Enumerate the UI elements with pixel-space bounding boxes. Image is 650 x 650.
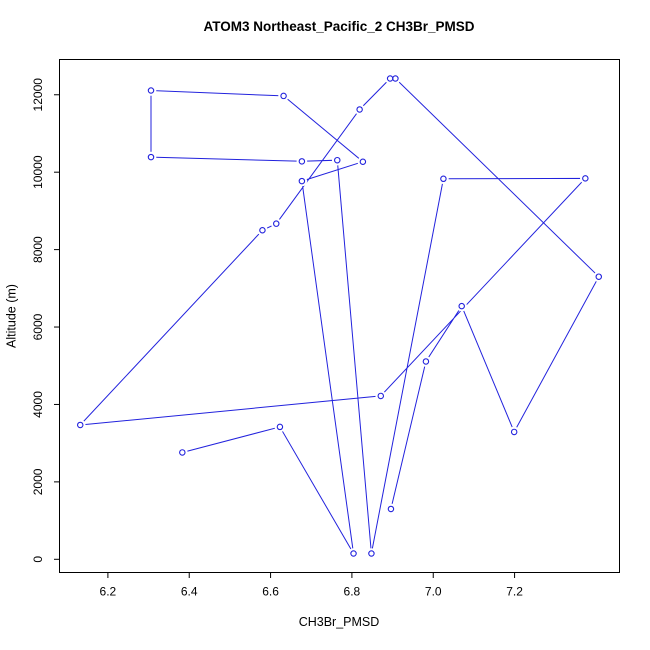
marker-halo bbox=[274, 421, 286, 433]
data-point-marker bbox=[510, 428, 518, 436]
y-tick-label: 10000 bbox=[31, 155, 45, 189]
data-point-marker bbox=[359, 158, 367, 165]
plot-box bbox=[59, 59, 620, 573]
marker-halo bbox=[278, 90, 289, 102]
data-point-marker bbox=[334, 156, 341, 164]
data-point-marker bbox=[458, 302, 465, 310]
marker-halo bbox=[438, 173, 449, 185]
marker-halo bbox=[145, 151, 157, 163]
data-point-marker bbox=[356, 106, 363, 113]
marker-halo bbox=[357, 156, 369, 168]
marker-halo bbox=[257, 224, 268, 236]
data-point-marker bbox=[147, 153, 155, 161]
y-tick-label: 12000 bbox=[31, 78, 45, 112]
y-tick-label: 8000 bbox=[31, 236, 45, 263]
x-tick-label: 6.6 bbox=[262, 585, 279, 599]
data-point-marker bbox=[392, 75, 399, 82]
y-tick-label: 4000 bbox=[31, 391, 45, 418]
y-tick-label: 2000 bbox=[31, 468, 45, 495]
data-point-marker bbox=[582, 175, 589, 182]
data-point-marker bbox=[422, 358, 430, 365]
marker-halo bbox=[456, 300, 468, 312]
marker-halo bbox=[296, 156, 308, 167]
marker-halo bbox=[331, 154, 343, 166]
x-tick-label: 7.0 bbox=[425, 585, 442, 599]
marker-halo bbox=[270, 218, 282, 229]
marker-halo bbox=[375, 390, 387, 402]
marker-halo bbox=[366, 548, 377, 559]
y-axis-ticks: 0 2000 4000 6000 8000 10000 12000 bbox=[31, 78, 60, 563]
marker-halo bbox=[354, 104, 365, 115]
series-polyline bbox=[78, 78, 600, 554]
data-point-marker bbox=[147, 87, 155, 94]
data-point-marker bbox=[280, 92, 287, 100]
data-point-marker bbox=[276, 423, 284, 431]
data-point-marker bbox=[377, 392, 385, 400]
x-tick-label: 6.4 bbox=[181, 585, 198, 599]
marker-halo bbox=[145, 85, 157, 96]
marker-halo bbox=[296, 175, 308, 187]
marker-halo bbox=[385, 503, 397, 515]
data-point-marker bbox=[259, 227, 266, 234]
marker-halo bbox=[177, 447, 188, 458]
marker-halo bbox=[348, 548, 359, 559]
y-tick-label: 6000 bbox=[31, 313, 45, 340]
data-point-marker bbox=[595, 273, 603, 280]
marker-halo bbox=[390, 73, 401, 84]
x-axis-title: CH3Br_PMSD bbox=[299, 615, 380, 629]
marker-halo bbox=[74, 419, 86, 431]
marker-halo bbox=[508, 426, 520, 438]
data-point-marker bbox=[76, 421, 84, 429]
x-tick-label: 6.8 bbox=[344, 585, 361, 599]
marker-halo bbox=[593, 271, 605, 283]
x-tick-label: 7.2 bbox=[506, 585, 523, 599]
data-point-marker bbox=[350, 550, 357, 557]
marker-halo bbox=[580, 173, 591, 184]
data-point-marker bbox=[298, 177, 306, 185]
data-point-marker bbox=[273, 220, 280, 227]
data-point-marker bbox=[440, 175, 447, 183]
data-point-marker bbox=[387, 505, 395, 513]
marker-halo bbox=[420, 356, 432, 367]
y-axis-title: Altitude (m) bbox=[5, 284, 19, 348]
data-point-marker bbox=[298, 158, 306, 165]
data-point-marker bbox=[179, 449, 186, 456]
x-tick-label: 6.2 bbox=[100, 585, 117, 599]
y-tick-label: 0 bbox=[31, 556, 45, 563]
data-point-marker bbox=[368, 550, 375, 557]
x-axis-ticks: 6.2 6.4 6.6 6.8 7.0 7.2 bbox=[100, 572, 523, 599]
chart-title: ATOM3 Northeast_Pacific_2 CH3Br_PMSD bbox=[203, 19, 474, 34]
data-series bbox=[74, 73, 605, 559]
